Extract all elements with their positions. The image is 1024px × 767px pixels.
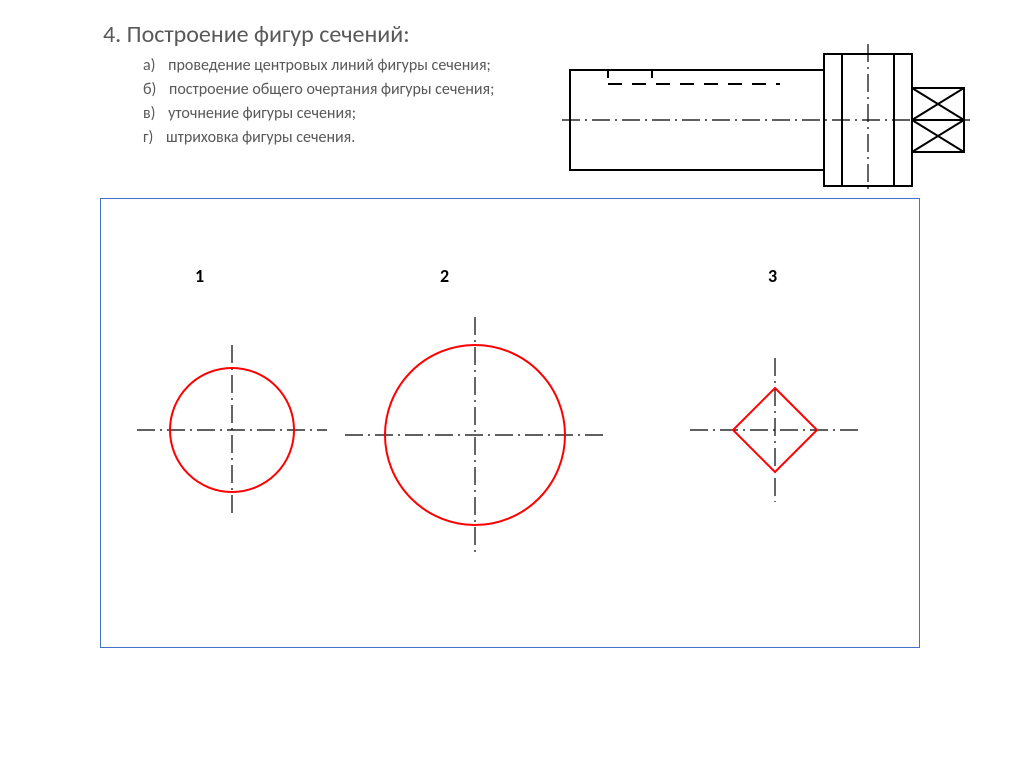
figures-drawing	[0, 0, 1024, 767]
